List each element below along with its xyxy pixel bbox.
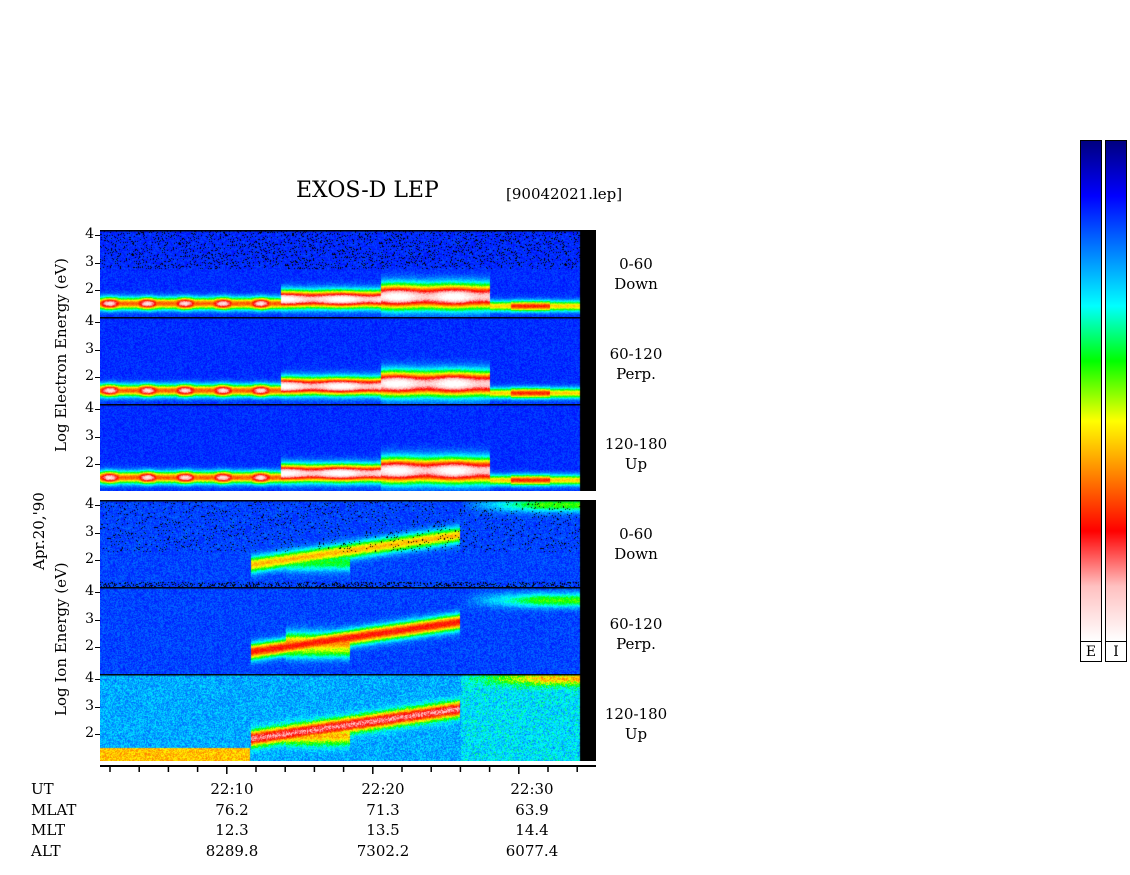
panel-electron-perp bbox=[100, 317, 596, 404]
ephemeris-row-label: ALT bbox=[31, 842, 61, 860]
y-tick-mark bbox=[95, 436, 100, 438]
direction: Perp. bbox=[616, 635, 656, 653]
angle-range: 0-60 bbox=[619, 255, 653, 273]
date-label: Apr.20,'90 bbox=[30, 492, 48, 570]
ion-y-axis-label: Log Ion Energy (eV) bbox=[52, 562, 70, 716]
y-tick-label: 3 bbox=[85, 427, 94, 444]
direction: Perp. bbox=[616, 365, 656, 383]
ephemeris-value: 13.5 bbox=[366, 821, 400, 839]
y-tick-label: 4 bbox=[85, 583, 94, 600]
ephemeris-value: 63.9 bbox=[515, 801, 549, 819]
direction: Down bbox=[614, 545, 658, 563]
y-tick-label: 2 bbox=[85, 454, 94, 471]
file-name: [90042021.lep] bbox=[506, 185, 623, 203]
chart-title: EXOS-D LEP bbox=[296, 178, 439, 203]
ephemeris-value: 71.3 bbox=[366, 801, 400, 819]
panel-ion-down bbox=[100, 500, 596, 587]
ephemeris-value: 22:30 bbox=[510, 780, 554, 798]
y-tick-mark bbox=[95, 349, 100, 351]
ephemeris-row-label: MLAT bbox=[31, 801, 77, 819]
panel-electron-up bbox=[100, 404, 596, 491]
y-tick-label: 2 bbox=[85, 367, 94, 384]
ephemeris-value: 12.3 bbox=[215, 821, 249, 839]
ephemeris-value: 14.4 bbox=[515, 821, 549, 839]
side-label-electron-perp: 60-120 Perp. bbox=[596, 344, 676, 384]
y-tick-label: 4 bbox=[85, 400, 94, 417]
ephemeris-value: 8289.8 bbox=[205, 842, 259, 860]
y-tick-label: 4 bbox=[85, 313, 94, 330]
direction: Up bbox=[624, 455, 648, 473]
spectrogram-ion-down bbox=[100, 500, 596, 587]
ephemeris-value: 22:10 bbox=[210, 780, 254, 798]
y-tick-label: 4 bbox=[85, 226, 94, 243]
side-label-ion-up: 120-180 Up bbox=[596, 704, 676, 744]
y-tick-mark bbox=[95, 646, 100, 648]
y-tick-label: 2 bbox=[85, 724, 94, 741]
ephemeris-value: 7302.2 bbox=[356, 842, 410, 860]
spectrogram-ion-up bbox=[100, 674, 596, 761]
ephemeris-value: 6077.4 bbox=[505, 842, 559, 860]
y-tick-mark bbox=[95, 559, 100, 561]
y-tick-mark bbox=[95, 679, 100, 681]
y-tick-mark bbox=[95, 532, 100, 534]
y-tick-mark bbox=[95, 619, 100, 621]
spectrogram-electron-down bbox=[100, 230, 596, 317]
y-tick-label: 2 bbox=[85, 280, 94, 297]
colorbar-ion: I bbox=[1105, 140, 1127, 662]
y-tick-mark bbox=[95, 505, 100, 507]
electron-y-axis-label: Log Electron Energy (eV) bbox=[52, 258, 70, 452]
panel-electron-down bbox=[100, 230, 596, 317]
y-tick-mark bbox=[95, 733, 100, 735]
angle-range: 60-120 bbox=[609, 345, 663, 363]
y-tick-label: 4 bbox=[85, 496, 94, 513]
y-tick-label: 3 bbox=[85, 523, 94, 540]
panel-ion-perp bbox=[100, 587, 596, 674]
y-tick-mark bbox=[95, 376, 100, 378]
ephemeris-value: 22:20 bbox=[361, 780, 405, 798]
y-tick-label: 3 bbox=[85, 610, 94, 627]
ephemeris-row-label: UT bbox=[31, 780, 54, 798]
angle-range: 0-60 bbox=[619, 525, 653, 543]
y-tick-mark bbox=[95, 706, 100, 708]
colorbar-electron-gradient bbox=[1081, 141, 1101, 641]
angle-range: 120-180 bbox=[604, 705, 668, 723]
ephemeris-value: 76.2 bbox=[215, 801, 249, 819]
y-tick-mark bbox=[95, 463, 100, 465]
direction: Down bbox=[614, 275, 658, 293]
y-tick-label: 3 bbox=[85, 253, 94, 270]
angle-range: 60-120 bbox=[609, 615, 663, 633]
time-axis bbox=[100, 765, 596, 774]
y-tick-mark bbox=[95, 592, 100, 594]
colorbar-ion-label: I bbox=[1106, 641, 1126, 662]
y-tick-mark bbox=[95, 409, 100, 411]
y-tick-mark bbox=[95, 262, 100, 264]
y-tick-mark bbox=[95, 289, 100, 291]
y-tick-label: 2 bbox=[85, 637, 94, 654]
side-label-ion-down: 0-60 Down bbox=[596, 524, 676, 564]
spectrogram-electron-perp bbox=[100, 317, 596, 404]
colorbar-electron-label: E bbox=[1081, 641, 1101, 662]
side-label-electron-up: 120-180 Up bbox=[596, 434, 676, 474]
ephemeris-row-label: MLT bbox=[31, 821, 66, 839]
spectrogram-ion-perp bbox=[100, 587, 596, 674]
y-tick-mark bbox=[95, 322, 100, 324]
y-tick-label: 3 bbox=[85, 697, 94, 714]
panel-ion-up bbox=[100, 674, 596, 761]
side-label-electron-down: 0-60 Down bbox=[596, 254, 676, 294]
angle-range: 120-180 bbox=[604, 435, 668, 453]
y-tick-label: 2 bbox=[85, 550, 94, 567]
y-tick-label: 3 bbox=[85, 340, 94, 357]
y-tick-mark bbox=[95, 235, 100, 237]
colorbar-ion-gradient bbox=[1106, 141, 1126, 641]
direction: Up bbox=[624, 725, 648, 743]
colorbar-electron: E bbox=[1080, 140, 1102, 662]
side-label-ion-perp: 60-120 Perp. bbox=[596, 614, 676, 654]
spectrogram-electron-up bbox=[100, 404, 596, 491]
y-tick-label: 4 bbox=[85, 670, 94, 687]
